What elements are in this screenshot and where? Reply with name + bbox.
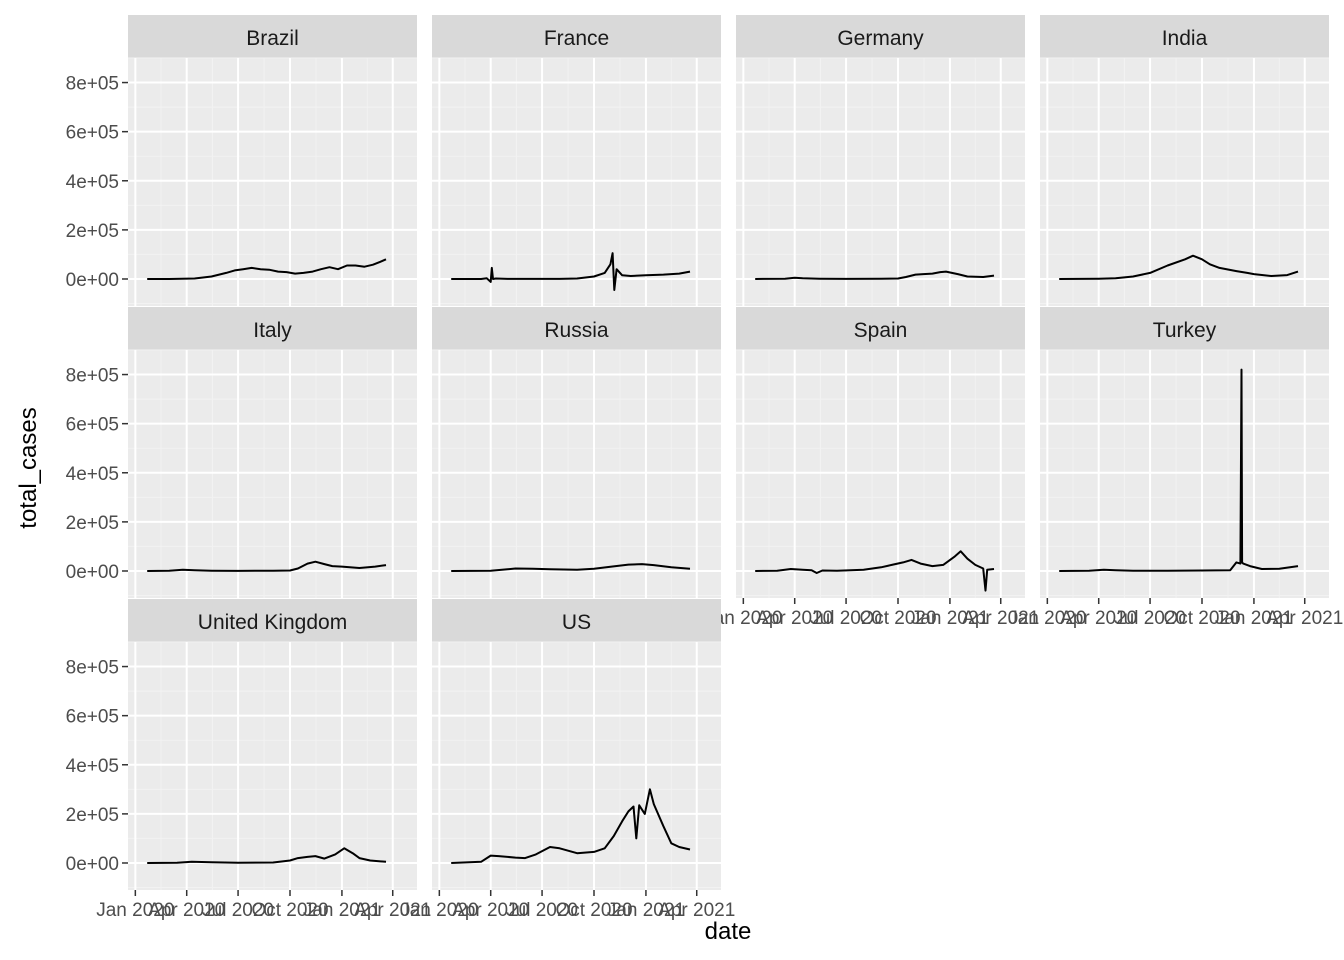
y-tick-label: 2e+05 — [66, 513, 119, 534]
facet-strip — [432, 599, 721, 642]
facet-strip — [736, 15, 1025, 58]
x-tick-label: Jan 2021 — [1215, 608, 1293, 629]
y-tick-label: 2e+05 — [66, 221, 119, 242]
x-tick-label: Jul 2020 — [810, 608, 882, 629]
series-line — [755, 550, 995, 592]
facet-panel: India — [1040, 15, 1329, 306]
x-tick-label: Jan 2020 — [400, 900, 478, 921]
panel-background — [432, 350, 721, 598]
series-line — [755, 270, 995, 280]
y-tick-label: 6e+05 — [66, 707, 119, 728]
series-line — [451, 252, 691, 291]
series-line — [147, 258, 387, 280]
series-line — [147, 560, 387, 572]
facet-panel: United Kingdom 0e+00 2e+05 4e+05 6e+05 8e+05 J… — [66, 599, 431, 921]
facet-strip — [1040, 15, 1329, 58]
facet-strip-label: US — [562, 611, 591, 634]
facet-strip-label: Italy — [253, 319, 292, 342]
y-tick-label: 2e+05 — [66, 805, 119, 826]
facet-panel: Brazil 0e+00 2e+05 4e+05 6e+05 8e+05 — [66, 15, 417, 306]
y-tick-label: 8e+05 — [66, 74, 119, 95]
x-tick-label: Apr 2021 — [962, 608, 1039, 629]
y-axis-title: total_cases — [15, 407, 42, 528]
series-line — [451, 788, 691, 864]
facet-strip-label: Germany — [837, 27, 924, 50]
y-tick-label: 4e+05 — [66, 464, 119, 485]
facet-panels: Brazil 0e+00 2e+05 4e+05 6e+05 8e+05 France Ger… — [66, 15, 1343, 921]
facet-strip — [432, 307, 721, 350]
y-tick-label: 0e+00 — [66, 562, 119, 583]
x-tick-label: Oct 2020 — [555, 900, 632, 921]
facet-strip — [1040, 307, 1329, 350]
panel-background — [128, 642, 417, 890]
x-tick-label: Apr 2020 — [452, 900, 529, 921]
panel-background — [128, 350, 417, 598]
series-line — [1059, 368, 1299, 572]
facet-panel: Italy 0e+00 2e+05 4e+05 6e+05 8e+05 — [66, 307, 417, 598]
facet-strip — [128, 15, 417, 58]
x-tick-label: Jan 2021 — [607, 900, 685, 921]
facet-strip — [128, 307, 417, 350]
y-tick-label: 6e+05 — [66, 123, 119, 144]
y-tick-label: 0e+00 — [66, 854, 119, 875]
facet-strip — [432, 15, 721, 58]
y-tick-label: 4e+05 — [66, 756, 119, 777]
x-tick-label: Jul 2020 — [1114, 608, 1186, 629]
y-tick-label: 4e+05 — [66, 172, 119, 193]
panel-background — [432, 642, 721, 890]
facet-panel: Russia — [432, 307, 721, 598]
x-tick-label: Apr 2020 — [148, 900, 225, 921]
series-line — [147, 847, 387, 864]
panel-background — [1040, 58, 1329, 306]
facet-panel: France — [432, 15, 721, 306]
panel-background — [736, 350, 1025, 598]
y-tick-label: 6e+05 — [66, 415, 119, 436]
x-tick-label: Apr 2021 — [658, 900, 735, 921]
facet-strip-label: India — [1162, 27, 1208, 50]
facet-strip — [128, 599, 417, 642]
facet-strip-label: Russia — [544, 319, 609, 342]
x-tick-label: Jan 2021 — [911, 608, 989, 629]
y-tick-label: 0e+00 — [66, 270, 119, 291]
facet-strip-label: Spain — [854, 319, 908, 342]
x-tick-label: Apr 2020 — [756, 608, 833, 629]
facet-strip-label: France — [544, 27, 609, 50]
x-tick-label: Jan 2020 — [704, 608, 782, 629]
x-tick-label: Jul 2020 — [202, 900, 274, 921]
x-tick-label: Apr 2021 — [354, 900, 431, 921]
panel-background — [432, 58, 721, 306]
x-tick-label: Jan 2020 — [96, 900, 174, 921]
panel-background — [736, 58, 1025, 306]
x-tick-label: Oct 2020 — [1163, 608, 1240, 629]
series-line — [451, 563, 691, 572]
y-tick-label: 8e+05 — [66, 366, 119, 387]
facet-strip-label: Brazil — [246, 27, 299, 50]
x-axis-title: date — [705, 918, 752, 945]
x-tick-label: Apr 2020 — [1060, 608, 1137, 629]
facet-strip-label: Turkey — [1153, 319, 1217, 342]
facet-strip — [736, 307, 1025, 350]
panel-background — [128, 58, 417, 306]
x-tick-label: Jul 2020 — [506, 900, 578, 921]
x-tick-label: Oct 2020 — [859, 608, 936, 629]
panel-background — [1040, 350, 1329, 598]
x-tick-label: Oct 2020 — [251, 900, 328, 921]
x-tick-label: Jan 2020 — [1008, 608, 1086, 629]
x-tick-label: Apr 2021 — [1266, 608, 1343, 629]
series-line — [1059, 254, 1299, 280]
facet-strip-label: United Kingdom — [198, 611, 347, 634]
y-tick-label: 8e+05 — [66, 658, 119, 679]
facet-panel: Germany — [736, 15, 1025, 306]
x-tick-label: Jan 2021 — [303, 900, 381, 921]
